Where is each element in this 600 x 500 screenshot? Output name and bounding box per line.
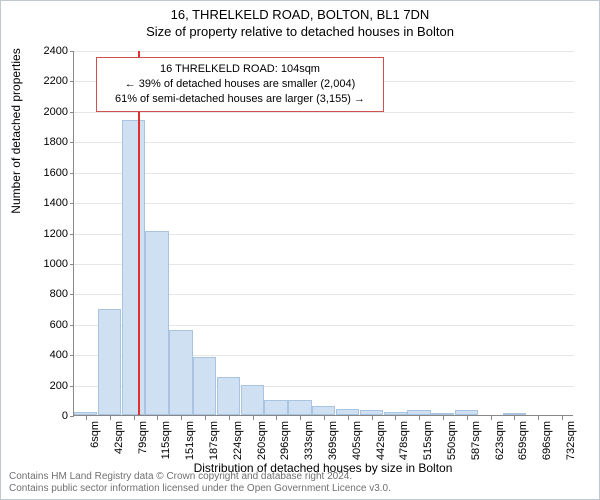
gridline bbox=[74, 203, 574, 204]
ytick-mark bbox=[70, 386, 74, 387]
gridline bbox=[74, 112, 574, 113]
ytick-label: 1800 bbox=[28, 136, 68, 148]
histogram-bar bbox=[217, 377, 240, 415]
xtick-mark bbox=[229, 416, 230, 420]
histogram-bar bbox=[122, 120, 145, 415]
histogram-bar bbox=[193, 357, 216, 415]
ytick-mark bbox=[70, 325, 74, 326]
xtick-mark bbox=[419, 416, 420, 420]
histogram-bar bbox=[74, 412, 97, 415]
xtick-mark bbox=[395, 416, 396, 420]
xtick-mark bbox=[300, 416, 301, 420]
ytick-mark bbox=[70, 142, 74, 143]
ytick-mark bbox=[70, 203, 74, 204]
ytick-label: 200 bbox=[28, 380, 68, 392]
ytick-label: 1600 bbox=[28, 167, 68, 179]
y-axis-label: Number of detached properties bbox=[9, 31, 23, 231]
ytick-mark bbox=[70, 264, 74, 265]
ytick-mark bbox=[70, 51, 74, 52]
chart-container: 16, THRELKELD ROAD, BOLTON, BL1 7DN Size… bbox=[0, 0, 600, 500]
ytick-mark bbox=[70, 234, 74, 235]
xtick-mark bbox=[134, 416, 135, 420]
histogram-bar bbox=[384, 412, 407, 415]
xtick-mark bbox=[276, 416, 277, 420]
xtick-mark bbox=[110, 416, 111, 420]
info-line-3: 61% of semi-detached houses are larger (… bbox=[107, 92, 373, 107]
xtick-mark bbox=[538, 416, 539, 420]
main-title: 16, THRELKELD ROAD, BOLTON, BL1 7DN bbox=[1, 1, 599, 22]
ytick-mark bbox=[70, 112, 74, 113]
histogram-bar bbox=[336, 409, 359, 415]
ytick-label: 2000 bbox=[28, 106, 68, 118]
ytick-label: 1000 bbox=[28, 258, 68, 270]
xtick-mark bbox=[205, 416, 206, 420]
histogram-bar bbox=[455, 410, 478, 415]
histogram-bar bbox=[288, 400, 311, 415]
ytick-mark bbox=[70, 81, 74, 82]
xtick-mark bbox=[491, 416, 492, 420]
ytick-mark bbox=[70, 355, 74, 356]
xtick-mark bbox=[181, 416, 182, 420]
ytick-label: 800 bbox=[28, 288, 68, 300]
histogram-bar bbox=[360, 410, 383, 415]
xtick-mark bbox=[253, 416, 254, 420]
xtick-mark bbox=[372, 416, 373, 420]
histogram-bar bbox=[169, 330, 192, 415]
credit-text: Contains HM Land Registry data © Crown c… bbox=[9, 471, 391, 495]
credit-line-1: Contains HM Land Registry data © Crown c… bbox=[9, 471, 391, 483]
histogram-bar bbox=[431, 413, 454, 415]
ytick-label: 600 bbox=[28, 319, 68, 331]
info-line-2: ← 39% of detached houses are smaller (2,… bbox=[107, 77, 373, 92]
xtick-mark bbox=[562, 416, 563, 420]
credit-line-2: Contains public sector information licen… bbox=[9, 483, 391, 495]
xtick-mark bbox=[514, 416, 515, 420]
info-line-1: 16 THRELKELD ROAD: 104sqm bbox=[107, 62, 373, 77]
xtick-mark bbox=[348, 416, 349, 420]
xtick-mark bbox=[324, 416, 325, 420]
ytick-label: 2400 bbox=[28, 45, 68, 57]
ytick-label: 1400 bbox=[28, 197, 68, 209]
xtick-mark bbox=[467, 416, 468, 420]
histogram-bar bbox=[503, 413, 526, 415]
histogram-bar bbox=[312, 406, 335, 415]
ytick-label: 400 bbox=[28, 349, 68, 361]
xtick-mark bbox=[157, 416, 158, 420]
ytick-mark bbox=[70, 173, 74, 174]
ytick-label: 1200 bbox=[28, 228, 68, 240]
ytick-label: 0 bbox=[28, 410, 68, 422]
gridline bbox=[74, 173, 574, 174]
gridline bbox=[74, 142, 574, 143]
xtick-mark bbox=[86, 416, 87, 420]
histogram-bar bbox=[264, 400, 287, 415]
xtick-mark bbox=[443, 416, 444, 420]
histogram-bar bbox=[407, 410, 430, 415]
histogram-bar bbox=[145, 231, 168, 415]
ytick-mark bbox=[70, 416, 74, 417]
gridline bbox=[74, 51, 574, 52]
ytick-label: 2200 bbox=[28, 75, 68, 87]
ytick-mark bbox=[70, 294, 74, 295]
histogram-bar bbox=[241, 385, 264, 415]
info-box: 16 THRELKELD ROAD: 104sqm ← 39% of detac… bbox=[96, 57, 384, 112]
histogram-bar bbox=[98, 309, 121, 415]
sub-title: Size of property relative to detached ho… bbox=[1, 22, 599, 39]
